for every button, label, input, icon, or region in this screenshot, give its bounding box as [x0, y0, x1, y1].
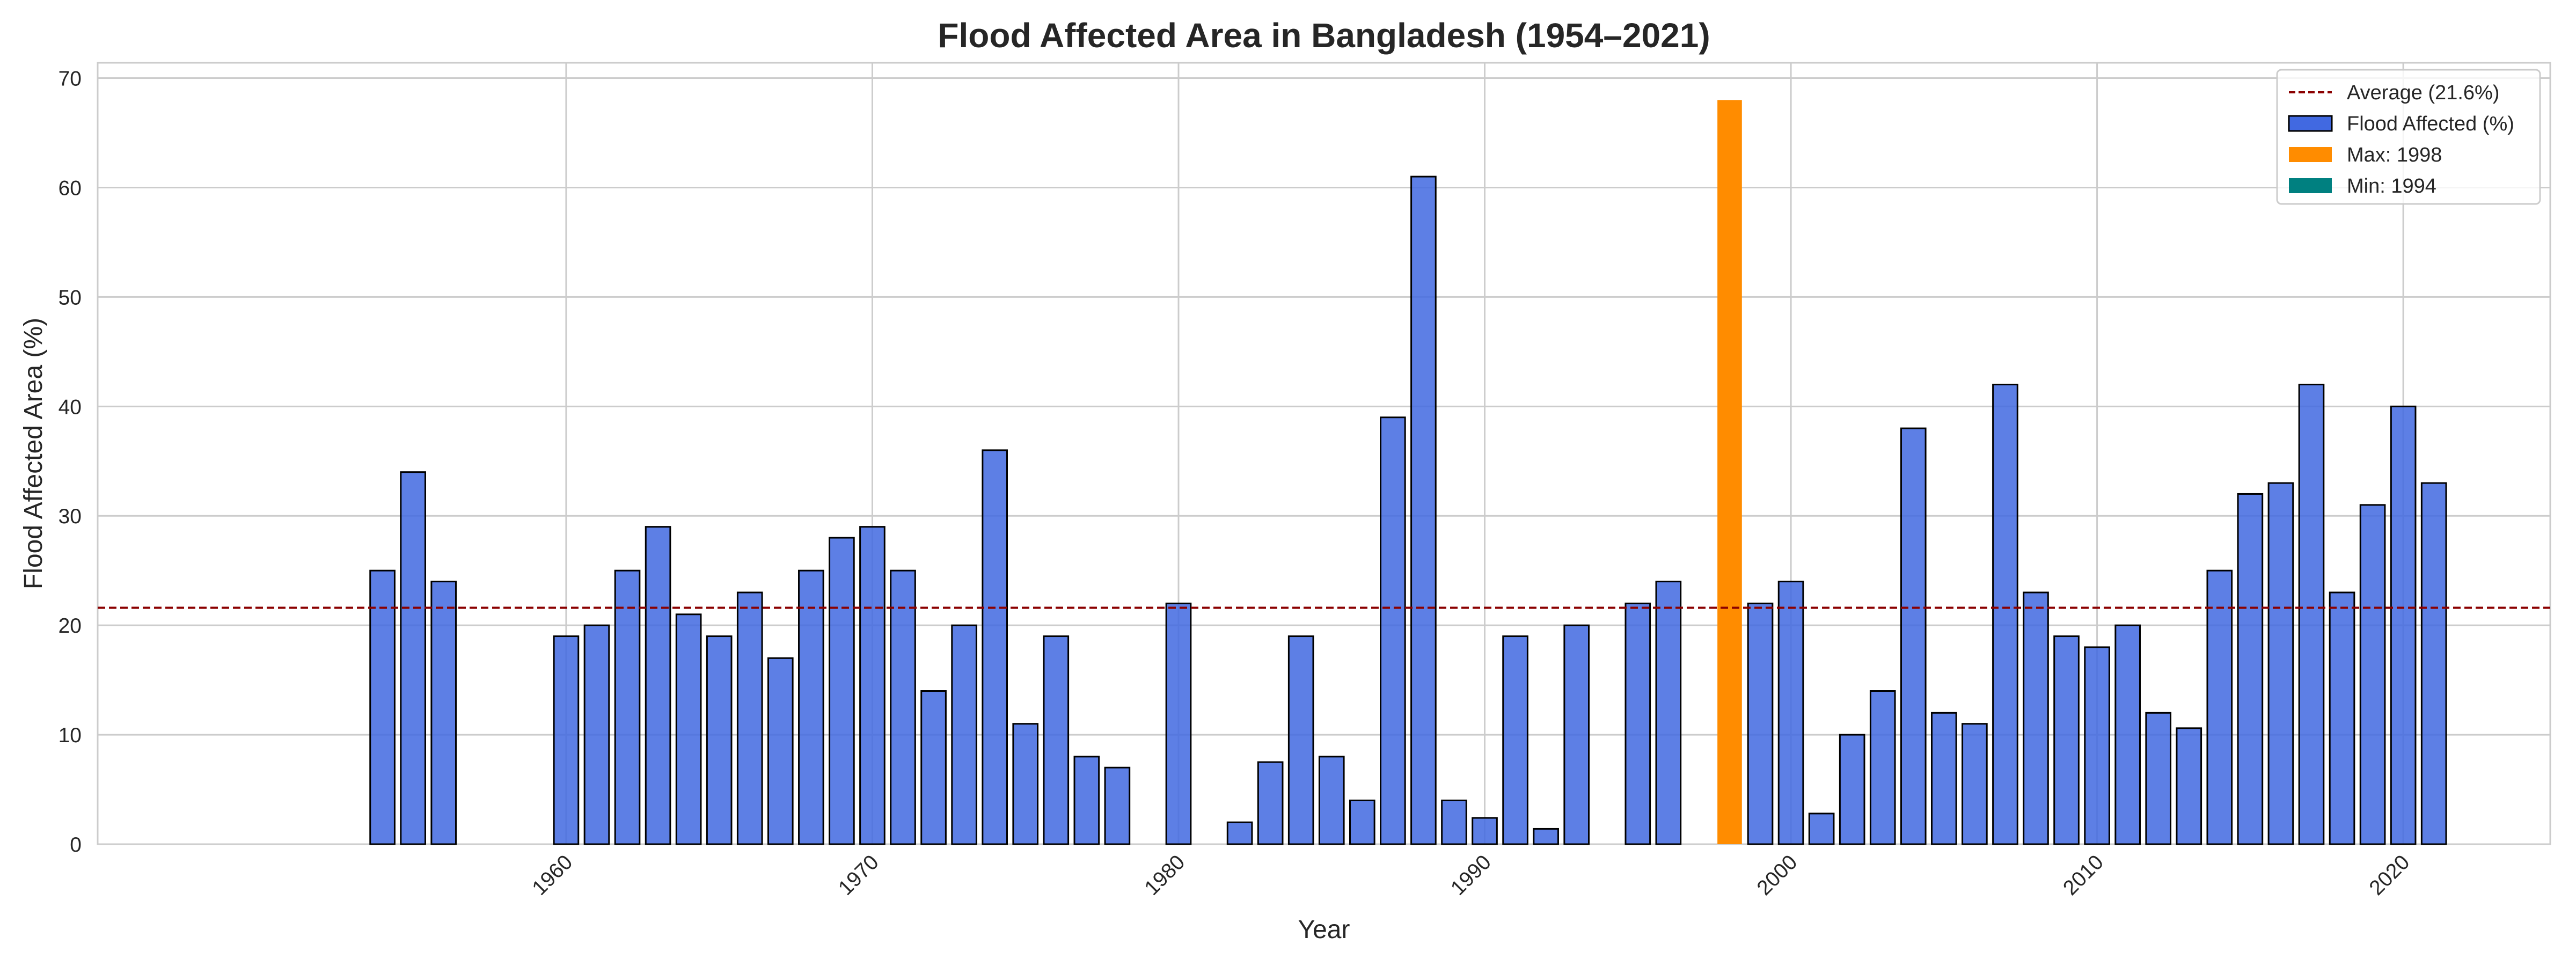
- bar: [1992, 384, 2018, 845]
- x-tick-labels: 1960 1970 1980 1990 2000 2010 2020: [528, 851, 2414, 900]
- bar: [2176, 727, 2202, 845]
- y-tick-label: 50: [58, 286, 82, 309]
- bar: [2145, 712, 2172, 845]
- x-tick-label: 1990: [1446, 851, 1496, 900]
- bar: [1165, 602, 1192, 845]
- bar: [1869, 690, 1896, 845]
- bar: [2206, 569, 2233, 845]
- bar: [767, 657, 794, 845]
- bar: [1349, 799, 1375, 845]
- legend-swatch: [2289, 147, 2332, 162]
- bar: [1441, 799, 1467, 845]
- bar: [1808, 813, 1835, 845]
- bar: [1839, 734, 1865, 845]
- bar: [706, 635, 733, 845]
- bar: [1655, 581, 1682, 845]
- bar: [890, 569, 916, 845]
- legend-label: Max: 1998: [2347, 144, 2442, 166]
- bar: [1318, 756, 1345, 845]
- y-tick-label: 60: [58, 177, 82, 200]
- bar: [2053, 635, 2080, 845]
- bar: [369, 569, 396, 845]
- bar: [1104, 766, 1131, 845]
- x-tick-label: 1960: [528, 851, 577, 900]
- bar: [645, 526, 671, 845]
- bar: [583, 624, 610, 845]
- x-tick-label: 1980: [1140, 851, 1190, 900]
- y-tick-label: 40: [58, 396, 82, 419]
- bar: [1380, 416, 1406, 845]
- bar: [2359, 504, 2386, 845]
- y-tick-label: 20: [58, 614, 82, 638]
- y-tick-label: 30: [58, 505, 82, 528]
- legend-box: [2276, 69, 2541, 205]
- bar: [2390, 405, 2417, 845]
- bar: [2329, 591, 2355, 845]
- legend: Average (21.6%) Flood Affected (%) Max: 19…: [2276, 69, 2541, 205]
- y-tick-label: 0: [70, 833, 82, 857]
- bar: [1563, 624, 1590, 845]
- x-tick-label: 2000: [1753, 851, 1802, 900]
- bar: [736, 591, 763, 845]
- bar: [1226, 821, 1253, 845]
- legend-label: Min: 1994: [2347, 175, 2436, 197]
- bar: [1747, 602, 1774, 845]
- y-tick-label: 70: [58, 68, 82, 91]
- bar: [2298, 384, 2325, 845]
- bar: [1502, 635, 1528, 845]
- bar: [2084, 646, 2110, 845]
- bar: [1012, 723, 1039, 845]
- bar: [1533, 828, 1559, 845]
- bar: [1410, 175, 1437, 845]
- x-tick-label: 2010: [2059, 851, 2108, 900]
- bar: [1472, 817, 1498, 845]
- bar: [798, 569, 824, 845]
- chart-title: Flood Affected Area in Bangladesh (1954–…: [938, 16, 1710, 55]
- bar: [430, 581, 457, 845]
- y-axis-label: Flood Affected Area (%): [19, 318, 48, 589]
- y-tick-labels: 0 10 20 30 40 50 60 70: [58, 68, 82, 857]
- bar: [1073, 756, 1100, 845]
- y-tick-label: 10: [58, 724, 82, 747]
- x-tick-label: 1970: [834, 851, 883, 900]
- bar: [1900, 427, 1927, 845]
- plot-area: [97, 62, 2551, 845]
- bar: [675, 613, 702, 845]
- legend-label: Average (21.6%): [2347, 82, 2499, 104]
- bar: [829, 537, 855, 845]
- bar: [1257, 761, 1284, 845]
- bar: [614, 569, 641, 845]
- bar: [951, 624, 977, 845]
- bar: [1777, 581, 1804, 845]
- x-axis-label: Year: [1298, 916, 1350, 944]
- bar: [2267, 482, 2294, 845]
- bar: [2114, 624, 2141, 845]
- bar: [400, 471, 426, 845]
- bar: [2237, 493, 2264, 845]
- bar: [1624, 602, 1651, 845]
- bars: [369, 100, 2447, 845]
- bar: [553, 635, 580, 845]
- bar: [1287, 635, 1314, 845]
- max-bar: [1717, 100, 1742, 844]
- bar: [1962, 723, 1988, 845]
- bar: [859, 526, 885, 845]
- bar: [920, 690, 947, 845]
- x-tick-label: 2020: [2365, 851, 2414, 900]
- legend-label: Flood Affected (%): [2347, 113, 2514, 135]
- bar: [1931, 712, 1957, 845]
- bar: [1043, 635, 1070, 845]
- bar: [982, 449, 1008, 845]
- legend-swatch: [2289, 178, 2332, 193]
- bar: [2023, 591, 2049, 845]
- bar: [2420, 482, 2447, 845]
- legend-swatch: [2288, 115, 2333, 132]
